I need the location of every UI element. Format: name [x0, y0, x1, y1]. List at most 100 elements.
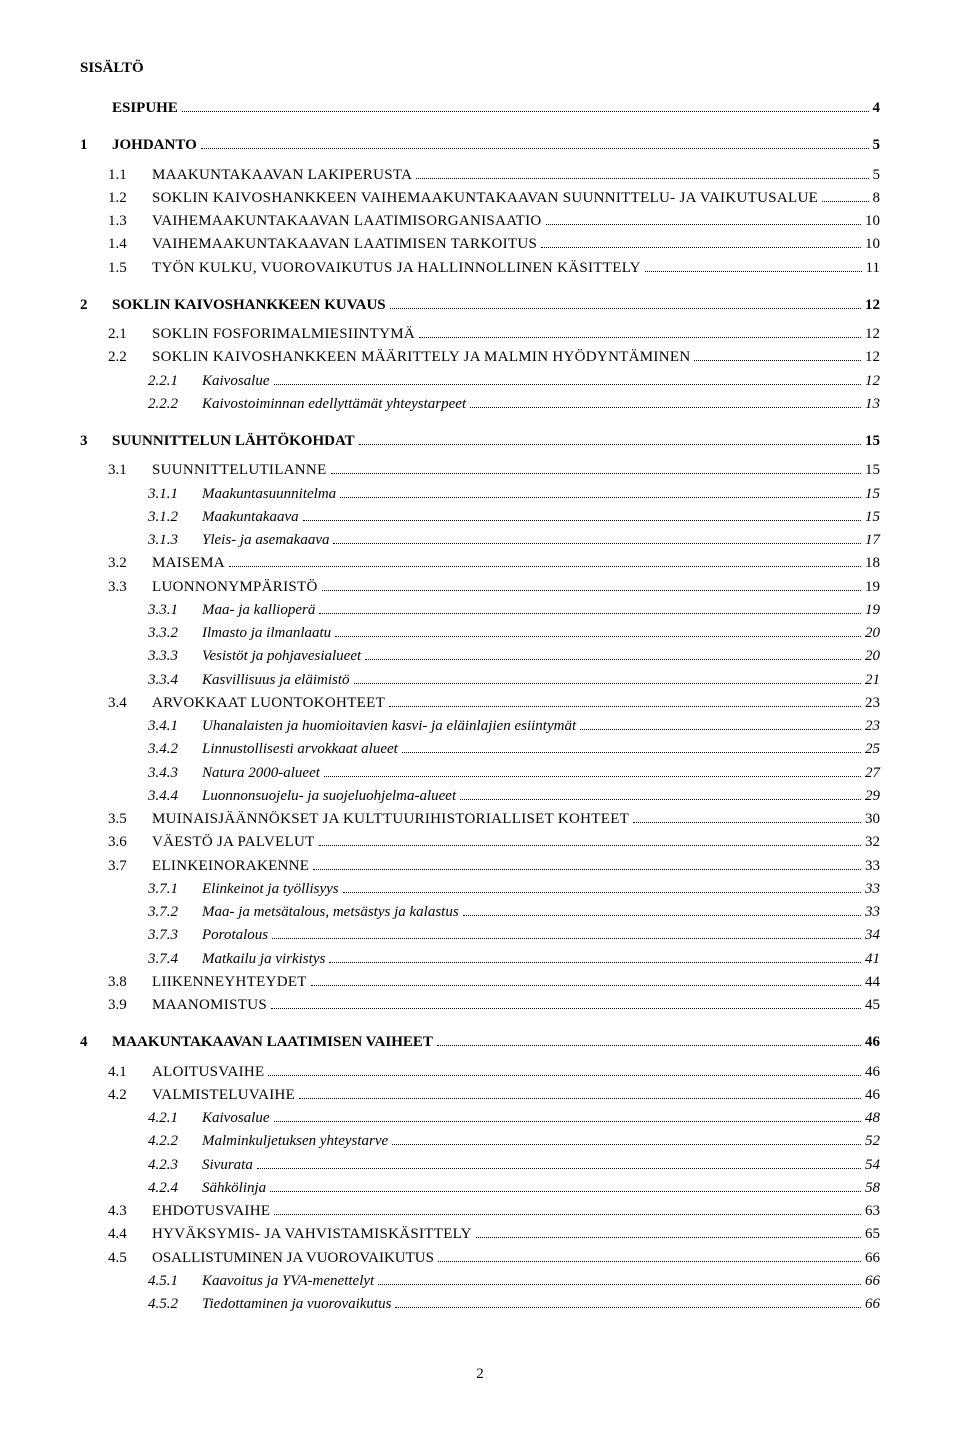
- toc-entry: 2SOKLIN KAIVOSHANKKEEN KUVAUS12: [80, 294, 880, 317]
- toc-entry: 3.2MAISEMA18: [108, 552, 880, 575]
- toc-label: Kaivostoiminnan edellyttämät yhteystarpe…: [198, 393, 466, 416]
- toc-label: SOKLIN KAIVOSHANKKEEN MÄÄRITTELY JA MALM…: [148, 346, 690, 369]
- toc-number: 3.3.3: [148, 645, 198, 668]
- toc-label: JOHDANTO: [108, 134, 197, 157]
- toc-number: 4.5: [108, 1247, 148, 1270]
- toc-number: 3.3.1: [148, 599, 198, 622]
- toc-page: 5: [873, 134, 881, 157]
- toc-page: 21: [865, 669, 880, 692]
- toc-label: VAIHEMAAKUNTAKAAVAN LAATIMISORGANISAATIO: [148, 210, 542, 233]
- toc-entry: 3.5MUINAISJÄÄNNÖKSET JA KULTTUURIHISTORI…: [108, 808, 880, 831]
- toc-number: 2.1: [108, 323, 148, 346]
- toc-entry: 4.1ALOITUSVAIHE46: [108, 1061, 880, 1084]
- toc-entry: 4.4HYVÄKSYMIS- JA VAHVISTAMISKÄSITTELY65: [108, 1223, 880, 1246]
- toc-number: 1: [80, 134, 108, 157]
- toc-leader: [319, 613, 861, 614]
- toc-page: 12: [865, 323, 880, 346]
- toc-leader: [313, 869, 861, 870]
- toc-label: VAIHEMAAKUNTAKAAVAN LAATIMISEN TARKOITUS: [148, 233, 537, 256]
- toc-entry: 4.2VALMISTELUVAIHE46: [108, 1084, 880, 1107]
- toc-number: 3.4.2: [148, 738, 198, 761]
- toc-entry: 4.5OSALLISTUMINEN JA VUOROVAIKUTUS66: [108, 1247, 880, 1270]
- toc-label: SUUNNITTELUN LÄHTÖKOHDAT: [108, 430, 355, 453]
- toc-label: Yleis- ja asemakaava: [198, 529, 329, 552]
- toc-number: 3.5: [108, 808, 148, 831]
- toc-page: 11: [866, 257, 880, 280]
- toc-page: 58: [865, 1177, 880, 1200]
- toc-entry: 1JOHDANTO 5: [80, 134, 880, 157]
- toc-leader: [437, 1045, 861, 1046]
- toc-entry: 2.1SOKLIN FOSFORIMALMIESIINTYMÄ12: [108, 323, 880, 346]
- toc-label: Uhanalaisten ja huomioitavien kasvi- ja …: [198, 715, 576, 738]
- toc-page: 12: [865, 294, 880, 317]
- toc-label: Sähkölinja: [198, 1177, 266, 1200]
- toc-label: Kasvillisuus ja eläimistö: [198, 669, 350, 692]
- toc-label: Sivurata: [198, 1154, 253, 1177]
- toc-number: 3.7.1: [148, 878, 198, 901]
- toc-page: 66: [865, 1270, 880, 1293]
- toc-leader: [580, 729, 861, 730]
- toc-entry: 2.2.2Kaivostoiminnan edellyttämät yhteys…: [148, 393, 880, 416]
- toc-leader: [274, 384, 862, 385]
- toc-number: 4.2.1: [148, 1107, 198, 1130]
- toc-label: MAANOMISTUS: [148, 994, 267, 1017]
- toc-number: 2.2.2: [148, 393, 198, 416]
- toc-entry: 3.3.3Vesistöt ja pohjavesialueet20: [148, 645, 880, 668]
- toc-entry: 4.5.1Kaavoitus ja YVA-menettelyt 66: [148, 1270, 880, 1293]
- toc-label: Maakuntasuunnitelma: [198, 483, 336, 506]
- toc-page: 30: [865, 808, 880, 831]
- toc-label: MAAKUNTAKAAVAN LAATIMISEN VAIHEET: [108, 1031, 433, 1054]
- toc-label: ESIPUHE: [108, 97, 178, 120]
- toc-page: 23: [865, 692, 880, 715]
- toc-leader: [402, 752, 861, 753]
- toc-label: ELINKEINORAKENNE: [148, 855, 309, 878]
- toc-label: SOKLIN KAIVOSHANKKEEN KUVAUS: [108, 294, 386, 317]
- toc-entry: 3.3.4Kasvillisuus ja eläimistö21: [148, 669, 880, 692]
- toc-number: 3.9: [108, 994, 148, 1017]
- toc-label: Matkailu ja virkistys: [198, 948, 325, 971]
- toc-number: 1.3: [108, 210, 148, 233]
- toc-leader: [438, 1261, 861, 1262]
- toc-leader: [340, 497, 861, 498]
- toc-label: Elinkeinot ja työllisyys: [198, 878, 339, 901]
- toc-entry: 3.3.1Maa- ja kallioperä19: [148, 599, 880, 622]
- toc-leader: [359, 444, 861, 445]
- toc-entry: 4.5.2Tiedottaminen ja vuorovaikutus66: [148, 1293, 880, 1316]
- toc-entry: 1.4VAIHEMAAKUNTAKAAVAN LAATIMISEN TARKOI…: [108, 233, 880, 256]
- toc-leader: [335, 636, 861, 637]
- toc-entry: 3.4ARVOKKAAT LUONTOKOHTEET23: [108, 692, 880, 715]
- toc-page: 20: [865, 645, 880, 668]
- toc-label: MUINAISJÄÄNNÖKSET JA KULTTUURIHISTORIALL…: [148, 808, 629, 831]
- toc-page: 12: [865, 346, 880, 369]
- toc-number: 3.1.2: [148, 506, 198, 529]
- toc-label: Kaavoitus ja YVA-menettelyt: [198, 1270, 374, 1293]
- toc-page: 10: [865, 233, 880, 256]
- toc-number: 4.2.3: [148, 1154, 198, 1177]
- toc-page: 25: [865, 738, 880, 761]
- page-number: 2: [80, 1366, 880, 1383]
- toc-entry: 4.2.3Sivurata 54: [148, 1154, 880, 1177]
- toc-entry: 3.4.1Uhanalaisten ja huomioitavien kasvi…: [148, 715, 880, 738]
- toc-number: 4.1: [108, 1061, 148, 1084]
- toc-label: Luonnonsuojelu- ja suojeluohjelma-alueet: [198, 785, 456, 808]
- toc-label: VALMISTELUVAIHE: [148, 1084, 295, 1107]
- toc-leader: [389, 706, 861, 707]
- toc-page: 46: [865, 1061, 880, 1084]
- toc-label: Kaivosalue: [198, 370, 270, 393]
- toc-leader: [476, 1237, 861, 1238]
- toc-leader: [311, 985, 861, 986]
- toc-page: 63: [865, 1200, 880, 1223]
- toc-leader: [274, 1214, 861, 1215]
- toc-page: 13: [865, 393, 880, 416]
- toc-page: 12: [865, 370, 880, 393]
- toc-number: 4: [80, 1031, 108, 1054]
- toc-label: Kaivosalue: [198, 1107, 270, 1130]
- toc-number: 4.5.1: [148, 1270, 198, 1293]
- toc-page: 52: [865, 1130, 880, 1153]
- toc-leader: [274, 1121, 862, 1122]
- toc-page: 54: [865, 1154, 880, 1177]
- toc-leader: [182, 111, 869, 112]
- toc-page: 46: [865, 1084, 880, 1107]
- toc-page: 46: [865, 1031, 880, 1054]
- toc-number: 1.4: [108, 233, 148, 256]
